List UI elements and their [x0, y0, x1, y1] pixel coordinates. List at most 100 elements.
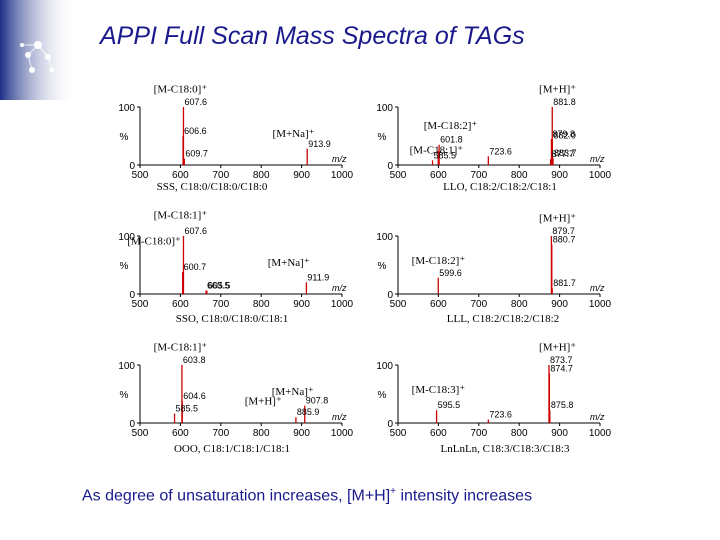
x-tick-label: 600	[172, 428, 189, 439]
spectrum-caption: SSS, C18:0/C18:0/C18:0	[157, 181, 268, 193]
peak-label: 875.8	[551, 400, 574, 410]
x-tick-label: 500	[390, 428, 407, 439]
footer-superscript: +	[390, 486, 397, 497]
ion-annotation: [M+Na]⁺	[273, 128, 315, 140]
ion-annotation: [M+Na]⁺	[268, 257, 310, 269]
x-tick-label: 1000	[589, 299, 612, 310]
ion-annotation: [M-C18:0]⁺	[127, 236, 181, 248]
peak-label: 880.7	[553, 235, 576, 245]
y-axis-label: %	[378, 390, 387, 401]
peak-label: 595.5	[438, 400, 461, 410]
y-tick-label: 0	[129, 161, 135, 172]
ion-annotation: [M-C18:1]⁺	[410, 144, 464, 156]
x-axis-label: m/z	[332, 154, 347, 164]
x-axis-label: m/z	[332, 412, 347, 422]
x-tick-label: 500	[132, 299, 149, 310]
y-tick-label: 100	[118, 361, 135, 372]
x-tick-label: 900	[293, 428, 310, 439]
x-tick-label: 800	[511, 170, 528, 181]
peak-label: 877.7	[552, 149, 575, 159]
peak-label: 873.7	[550, 355, 573, 365]
x-tick-label: 1000	[331, 299, 354, 310]
ion-annotation: [M+H]⁺	[539, 213, 576, 225]
x-tick-label: 700	[470, 299, 487, 310]
spectrum-caption: LLO, C18:2/C18:2/C18:1	[443, 181, 557, 193]
y-tick-label: 100	[376, 103, 393, 114]
page-title: APPI Full Scan Mass Spectra of TAGs	[100, 22, 525, 50]
x-tick-label: 700	[212, 428, 229, 439]
peak-label: 606.6	[184, 126, 207, 136]
x-tick-label: 900	[551, 170, 568, 181]
y-axis-label: %	[378, 261, 387, 272]
y-axis-label: %	[120, 132, 129, 143]
x-tick-label: 800	[511, 428, 528, 439]
x-tick-label: 900	[551, 428, 568, 439]
x-tick-label: 600	[172, 299, 189, 310]
y-axis-label: %	[120, 261, 129, 272]
x-tick-label: 600	[172, 170, 189, 181]
peak-label: 723.6	[489, 146, 512, 156]
x-tick-label: 800	[253, 170, 270, 181]
x-tick-label: 900	[551, 299, 568, 310]
y-axis-label: %	[378, 132, 387, 143]
footer-text-pre: As degree of unsaturation increases, [M+…	[82, 487, 391, 505]
peak-label: 607.6	[184, 97, 207, 107]
x-tick-label: 700	[470, 428, 487, 439]
y-tick-label: 0	[387, 161, 393, 172]
ion-annotation: [M+H]⁺	[245, 395, 282, 407]
y-tick-label: 0	[387, 419, 393, 430]
peak-label: 600.7	[184, 262, 207, 272]
footer-caption: As degree of unsaturation increases, [M+…	[82, 486, 532, 505]
x-tick-label: 500	[390, 299, 407, 310]
x-tick-label: 900	[293, 299, 310, 310]
peak-label: 883.7	[554, 148, 577, 158]
x-tick-label: 900	[293, 170, 310, 181]
x-tick-label: 1000	[331, 428, 354, 439]
peak-label: 913.9	[308, 139, 331, 149]
y-tick-label: 100	[376, 232, 393, 243]
ion-annotation: [M-C18:3]⁺	[412, 384, 466, 396]
peak-label: 911.9	[307, 272, 329, 282]
spectrum-caption: SSO, C18:0/C18:0/C18:1	[176, 313, 288, 325]
ion-annotation: [M-C18:1]⁺	[154, 342, 208, 354]
x-tick-label: 500	[390, 170, 407, 181]
peak-label: 881.8	[553, 97, 576, 107]
peak-label: 907.8	[306, 396, 329, 406]
ion-annotation: [M+Na]⁺	[272, 386, 314, 398]
x-axis-label: m/z	[590, 283, 605, 293]
y-tick-label: 100	[118, 103, 135, 114]
peak-label: 605.5	[208, 281, 231, 291]
x-tick-label: 600	[430, 428, 447, 439]
logo-image	[0, 0, 76, 100]
y-axis-label: %	[120, 390, 129, 401]
spectrum-caption: OOO, C18:1/C18:1/C18:1	[174, 443, 290, 455]
peak-label: 599.6	[439, 268, 462, 278]
ion-annotation: [M-C18:2]⁺	[412, 255, 466, 267]
x-tick-label: 1000	[589, 428, 612, 439]
x-tick-label: 700	[212, 299, 229, 310]
x-tick-label: 600	[430, 170, 447, 181]
peak-label: 603.8	[183, 355, 206, 365]
x-tick-label: 800	[253, 428, 270, 439]
x-tick-label: 700	[470, 170, 487, 181]
ion-annotation: [M-C18:2]⁺	[424, 120, 478, 132]
x-tick-label: 500	[132, 428, 149, 439]
peak-label: 881.7	[553, 278, 576, 288]
y-tick-label: 0	[129, 290, 135, 301]
x-tick-label: 800	[253, 299, 270, 310]
peak-label: 874.7	[550, 364, 573, 374]
peak-label: 585.5	[434, 150, 457, 160]
x-axis-label: m/z	[332, 283, 347, 293]
ion-annotation: [M-C18:0]⁺	[154, 84, 208, 96]
peak-label: 604.6	[183, 391, 206, 401]
peak-label: 607.6	[184, 226, 207, 236]
x-tick-label: 800	[511, 299, 528, 310]
y-tick-label: 0	[387, 290, 393, 301]
x-axis-label: m/z	[590, 412, 605, 422]
spectrum-caption: LnLnLn, C18:3/C18:3/C18:3	[441, 443, 570, 455]
y-tick-label: 100	[118, 232, 135, 243]
peak-label: 885.9	[297, 407, 320, 417]
x-tick-label: 700	[212, 170, 229, 181]
peak-label: 663.5	[207, 281, 230, 291]
